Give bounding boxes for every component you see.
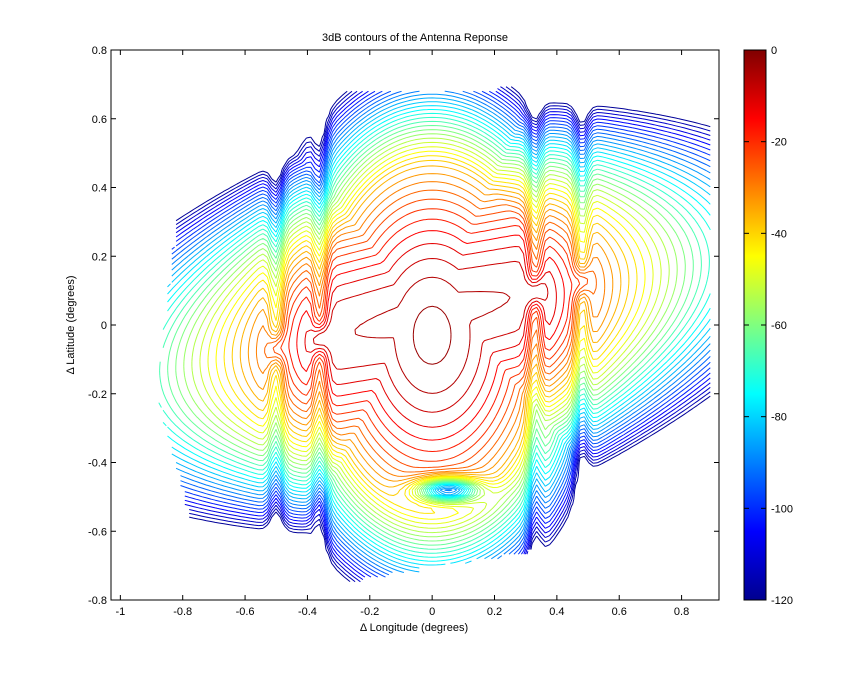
contour-line [159, 120, 702, 550]
contour-lines [158, 86, 711, 583]
x-axis-label: Δ Longitude (degrees) [360, 622, 468, 634]
x-tick-label: 0.8 [674, 606, 689, 618]
colorbar-tick-label: -20 [771, 137, 787, 149]
y-tick-label: -0.6 [88, 526, 107, 538]
colorbar-tick-label: 0 [771, 45, 777, 57]
colorbar-tick-label: -100 [771, 503, 793, 515]
contour-line [171, 90, 711, 578]
contour-line [175, 86, 711, 582]
contour-line [167, 109, 711, 562]
colorbar-tick-label: -120 [771, 595, 793, 607]
x-tick-label: 0.4 [549, 606, 564, 618]
y-axis: -0.8 -0.6 -0.4 -0.2 0 0.2 0.4 0.6 0.8 [88, 45, 719, 607]
contour-line [207, 146, 654, 525]
contour-line [304, 243, 557, 428]
contour-line [199, 141, 662, 529]
contour-line [354, 276, 511, 394]
contour-line [215, 150, 646, 520]
x-tick-label: -0.8 [173, 606, 192, 618]
contour-line [158, 116, 710, 554]
y-tick-label: 0.4 [92, 183, 107, 195]
y-tick-label: -0.4 [88, 458, 107, 470]
chart-title: 3dB contours of the Antenna Reponse [322, 32, 508, 44]
contour-line [247, 173, 614, 482]
colorbar-tick-label: -80 [771, 412, 787, 424]
contour-line [175, 88, 711, 581]
y-tick-label: 0.8 [92, 45, 107, 57]
x-tick-label: 0.6 [612, 606, 627, 618]
contour-line [167, 125, 694, 546]
contour-line [162, 112, 711, 558]
contour-line [231, 159, 630, 496]
x-tick-label: -1 [115, 606, 125, 618]
contour-line [272, 198, 589, 469]
contour-line [175, 86, 711, 583]
y-tick-label: -0.2 [88, 389, 107, 401]
y-tick-label: 0 [101, 320, 107, 332]
contour-line [175, 90, 711, 578]
x-tick-label: 0 [429, 606, 435, 618]
contour-line [239, 165, 622, 488]
contour-line [167, 101, 711, 569]
x-tick-label: -0.2 [360, 606, 379, 618]
contour-line [171, 90, 711, 578]
x-tick-label: -0.6 [236, 606, 255, 618]
contour-line [264, 189, 597, 473]
contour-line [175, 90, 711, 578]
x-tick-label: 0.2 [487, 606, 502, 618]
y-axis-label: Δ Latitude (degrees) [65, 275, 77, 374]
colorbar-axis: 0 -20 -40 -60 -80 -100 -120 [744, 45, 793, 607]
y-tick-label: 0.6 [92, 114, 107, 126]
contour-line [280, 208, 581, 462]
contour-line [312, 258, 549, 413]
contour-line [296, 230, 565, 441]
contour-line [223, 155, 638, 514]
contour-line [175, 86, 711, 583]
contour-line [171, 90, 711, 576]
contour-line [171, 93, 711, 573]
contour-line [255, 181, 606, 477]
x-tick-label: -0.4 [298, 606, 317, 618]
contour-line [171, 97, 711, 573]
contour-line [412, 305, 452, 365]
colorbar-tick-label: -40 [771, 228, 787, 240]
contour-line [171, 90, 711, 573]
contour-line [191, 137, 670, 534]
y-tick-label: 0.2 [92, 251, 107, 263]
x-axis: -1 -0.8 -0.6 -0.4 -0.2 0 0.2 0.4 0.6 0.8 [115, 50, 689, 618]
contour-line [288, 218, 573, 452]
contour-line [175, 129, 686, 542]
y-tick-label: -0.8 [88, 595, 107, 607]
contour-line [183, 133, 678, 538]
colorbar-tick-label: -60 [771, 320, 787, 332]
contour-line [167, 105, 711, 566]
